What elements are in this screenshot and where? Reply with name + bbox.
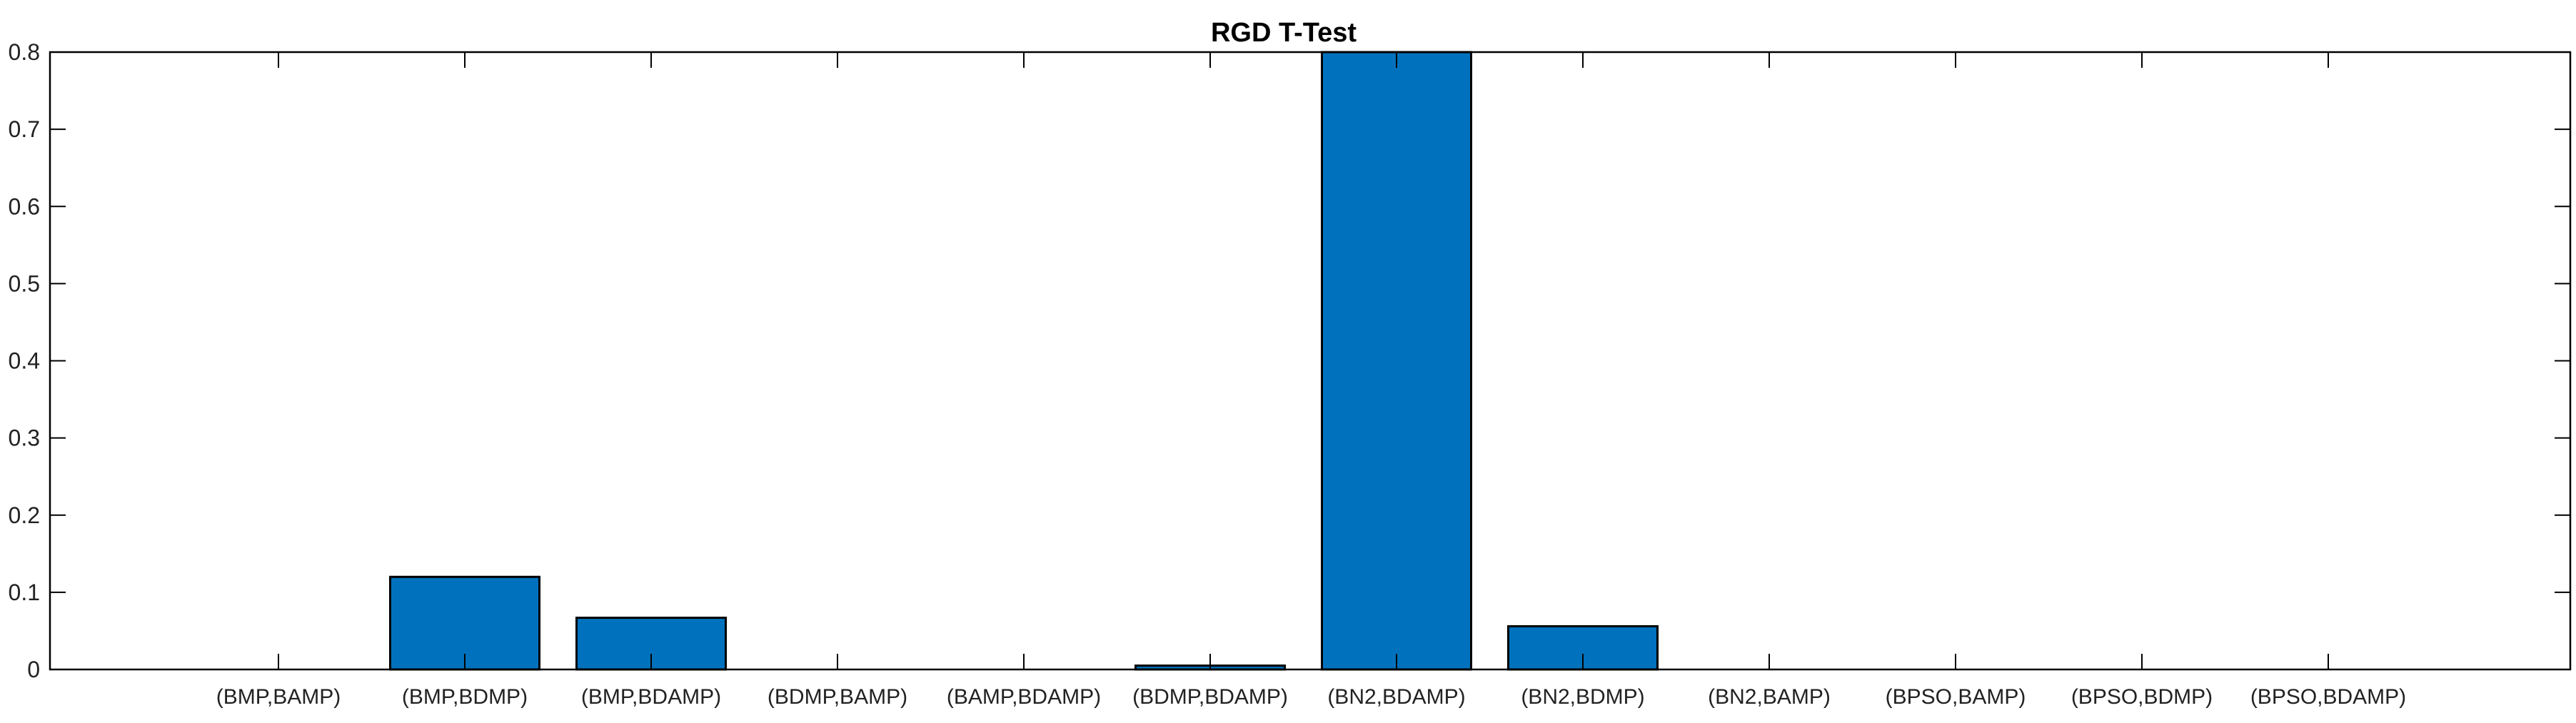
y-tick-label: 0.6 bbox=[9, 193, 40, 219]
y-tick-label: 0.2 bbox=[9, 502, 40, 528]
x-tick-label: (BPSO,BDMP) bbox=[2071, 685, 2213, 709]
x-tick-label: (BMP,BDAMP) bbox=[581, 685, 721, 709]
x-tick-label: (BDMP,BDAMP) bbox=[1132, 685, 1288, 709]
y-tick-label: 0.3 bbox=[9, 425, 40, 451]
y-tick-label: 0.1 bbox=[9, 580, 40, 605]
x-tick-label: (BN2,BDMP) bbox=[1521, 685, 1644, 709]
x-tick-label: (BDMP,BAMP) bbox=[768, 685, 907, 709]
y-tick-label: 0.5 bbox=[9, 271, 40, 296]
x-axis-tick-labels: (BMP,BAMP) (BMP,BDMP) (BMP,BDAMP) (BDMP,BAM… bbox=[216, 685, 2406, 709]
bars-layer bbox=[389, 51, 1659, 671]
x-tick-label: (BPSO,BDAMP) bbox=[2250, 685, 2406, 709]
chart-title: RGD T-Test bbox=[1211, 18, 1357, 48]
y-tick-label: 0 bbox=[27, 657, 40, 682]
x-tick-label: (BN2,BAMP) bbox=[1708, 685, 1831, 709]
x-tick-label: (BAMP,BDAMP) bbox=[947, 685, 1101, 709]
x-tick-label: (BPSO,BAMP) bbox=[1886, 685, 2026, 709]
x-tick-label: (BN2,BDAMP) bbox=[1327, 685, 1465, 709]
x-tick-label: (BMP,BDMP) bbox=[402, 685, 528, 709]
bar bbox=[1321, 51, 1472, 671]
y-tick-label: 0.4 bbox=[9, 348, 40, 374]
y-tick-label: 0.7 bbox=[9, 116, 40, 142]
ticks-layer bbox=[50, 51, 2570, 670]
y-axis-tick-labels: 0 0.1 0.2 0.3 0.4 0.5 0.6 0.7 0.8 bbox=[9, 39, 40, 682]
y-tick-label: 0.8 bbox=[9, 39, 40, 65]
x-tick-label: (BMP,BAMP) bbox=[216, 685, 341, 709]
